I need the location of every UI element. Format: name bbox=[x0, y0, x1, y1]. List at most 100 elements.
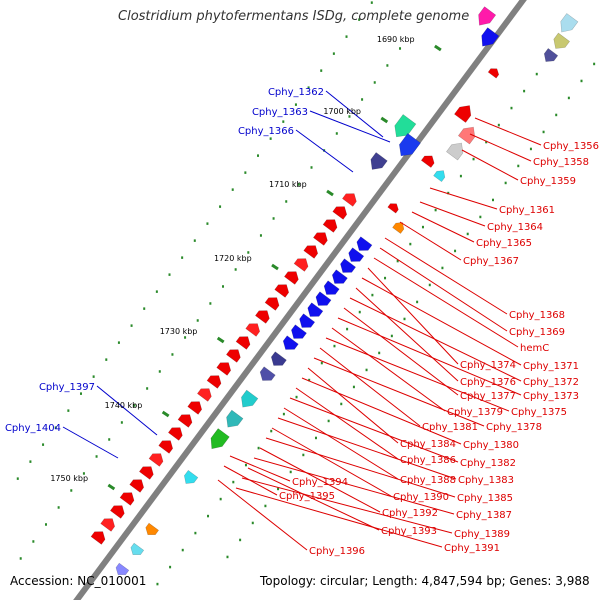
position-dot bbox=[365, 368, 368, 372]
position-dot bbox=[371, 293, 374, 297]
position-dot bbox=[403, 317, 406, 321]
gene-label: Cphy_1395 bbox=[279, 491, 335, 502]
gene-label: Cphy_1367 bbox=[463, 256, 519, 267]
position-dots bbox=[16, 1, 596, 586]
leader-line bbox=[373, 257, 519, 348]
position-dot bbox=[510, 106, 513, 110]
position-dot bbox=[70, 489, 73, 492]
gene-arrow bbox=[487, 68, 500, 79]
gene-arrow bbox=[478, 6, 497, 26]
gene-arrow-forward bbox=[370, 152, 388, 170]
gene-arrow bbox=[241, 389, 259, 408]
position-dot bbox=[352, 385, 355, 389]
gene-arrow-reverse bbox=[148, 453, 164, 467]
position-dot bbox=[32, 540, 35, 543]
position-dot bbox=[168, 273, 171, 276]
position-dot bbox=[386, 64, 389, 67]
position-dot bbox=[542, 130, 545, 134]
gene-arrow-reverse bbox=[235, 336, 251, 350]
position-dot bbox=[257, 154, 260, 157]
gene-label: Cphy_1384 bbox=[400, 439, 456, 450]
position-dot bbox=[169, 565, 172, 569]
position-dot bbox=[459, 174, 462, 178]
genome-title: Clostridium phytofermentans ISDg, comple… bbox=[118, 9, 470, 24]
gene-arrow bbox=[226, 409, 244, 428]
gene-label: Cphy_1372 bbox=[523, 377, 579, 388]
scale-label: 1730 kbp bbox=[160, 327, 198, 336]
gene-arrow bbox=[130, 542, 145, 556]
position-dot bbox=[156, 582, 159, 586]
position-dot bbox=[348, 115, 351, 118]
position-dot bbox=[428, 283, 431, 287]
gene-arrow-reverse bbox=[90, 531, 106, 545]
scale-tick bbox=[434, 44, 442, 52]
gene-arrow-reverse bbox=[187, 401, 203, 415]
gene-arrow-reverse bbox=[206, 375, 222, 389]
gene-arrow bbox=[216, 362, 232, 376]
gene-arrow bbox=[264, 297, 280, 311]
gene-arrow bbox=[457, 126, 476, 145]
position-dot bbox=[399, 47, 402, 50]
gene-label: Cphy_1361 bbox=[499, 205, 555, 216]
position-dot bbox=[282, 120, 285, 123]
gene-label: Cphy_1373 bbox=[523, 391, 579, 402]
gene-arrow bbox=[387, 203, 399, 214]
position-dot bbox=[42, 443, 45, 446]
gene-arrow-reverse bbox=[264, 297, 280, 311]
gene-arrow-reverse bbox=[177, 414, 193, 428]
leader-line bbox=[283, 407, 399, 480]
position-dot bbox=[555, 113, 558, 117]
position-dot bbox=[264, 504, 267, 508]
position-dot bbox=[302, 453, 305, 457]
position-dot bbox=[155, 290, 158, 293]
scale-label: 1750 kbp bbox=[50, 474, 88, 483]
gene-arrow bbox=[274, 284, 290, 298]
scale-label: 1720 kbp bbox=[214, 254, 252, 263]
position-dot bbox=[567, 96, 570, 100]
position-dot bbox=[16, 477, 19, 480]
leader-line bbox=[325, 90, 384, 138]
gene-label: Cphy_1374 bbox=[460, 360, 516, 371]
leader-line bbox=[384, 237, 508, 315]
gene-label: Cphy_1377 bbox=[460, 391, 516, 402]
gene-arrow-forward bbox=[291, 324, 307, 339]
position-dot bbox=[441, 266, 444, 270]
leader-line bbox=[229, 455, 291, 482]
gene-arrow-reverse bbox=[245, 323, 261, 337]
gene-label: Cphy_1380 bbox=[463, 440, 519, 451]
gene-arrow bbox=[129, 479, 144, 493]
gene-arrow-reverse bbox=[322, 219, 338, 233]
gene-arrow bbox=[177, 414, 193, 428]
gene-arrow-forward bbox=[271, 351, 287, 366]
position-dot bbox=[219, 205, 222, 208]
gene-arrow bbox=[342, 193, 357, 207]
gene-arrow bbox=[454, 105, 472, 123]
position-dot bbox=[358, 310, 361, 314]
position-dot bbox=[497, 123, 500, 127]
scale-labels: 1690 kbp 1700 kbp 1710 kbp 1720 kbp 1730 kbp… bbox=[50, 35, 414, 483]
gene-label: Cphy_1366 bbox=[238, 126, 294, 137]
leader-line bbox=[223, 465, 278, 496]
gene-arrow bbox=[394, 114, 417, 138]
gene-arrow bbox=[119, 492, 135, 506]
position-dot bbox=[289, 470, 292, 474]
gene-label: Cphy_1358 bbox=[533, 157, 589, 168]
position-dot bbox=[92, 375, 95, 378]
gene-arrow-forward bbox=[560, 13, 579, 33]
gene-arrow-forward bbox=[315, 291, 332, 306]
gene-label: Cphy_1382 bbox=[460, 458, 516, 469]
gene-arrow bbox=[168, 427, 183, 441]
gene-arrow-reverse bbox=[216, 362, 232, 376]
gene-arrow-reverse bbox=[100, 518, 115, 532]
leader-line bbox=[469, 133, 532, 162]
gene-arrow bbox=[187, 401, 203, 415]
position-dot bbox=[593, 62, 596, 66]
gene-arrow-reverse bbox=[332, 206, 348, 220]
position-dot bbox=[259, 234, 262, 237]
gene-arrow-forward bbox=[478, 6, 497, 26]
scale-tick bbox=[216, 336, 225, 344]
gene-arrow bbox=[356, 236, 373, 251]
gene-arrow bbox=[315, 291, 332, 306]
gene-arrow-forward bbox=[348, 247, 365, 262]
gene-arrow-forward bbox=[282, 335, 299, 350]
